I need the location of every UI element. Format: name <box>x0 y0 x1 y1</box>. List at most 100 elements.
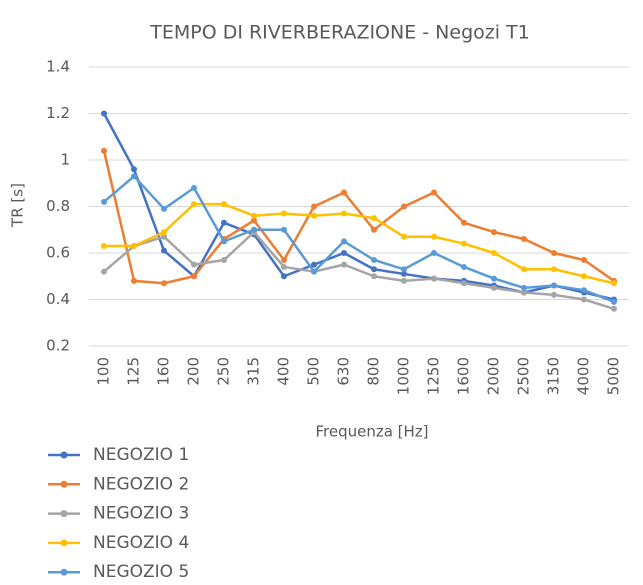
data-point <box>281 256 287 263</box>
x-tick-label: 630 <box>335 357 353 386</box>
y-tick-label: 1.2 <box>46 104 70 122</box>
data-point <box>101 243 107 250</box>
data-point <box>281 226 287 233</box>
data-point <box>311 203 317 210</box>
x-tick-label: 1000 <box>395 357 413 395</box>
data-point <box>491 250 497 256</box>
data-point <box>101 110 107 117</box>
legend-marker <box>60 510 68 518</box>
x-tick-label: 2000 <box>485 357 503 395</box>
series-line <box>104 202 615 285</box>
data-point <box>221 201 227 208</box>
data-point <box>221 238 227 245</box>
data-point <box>461 280 467 287</box>
data-point <box>341 189 347 196</box>
data-point <box>581 296 587 303</box>
data-point <box>401 270 407 277</box>
data-point <box>401 266 407 273</box>
data-point <box>461 219 467 226</box>
y-tick-label: 0.4 <box>46 290 70 308</box>
x-tick-label: 500 <box>305 357 323 386</box>
data-point <box>581 256 587 263</box>
data-point <box>161 205 167 212</box>
series-line <box>103 230 615 310</box>
data-point <box>341 238 347 245</box>
data-point <box>551 266 557 273</box>
y-tick-label: 1.4 <box>46 58 70 76</box>
data-point <box>371 273 377 280</box>
data-point <box>251 217 257 224</box>
data-point <box>461 240 467 247</box>
x-tick-label: 5000 <box>605 357 623 395</box>
data-point <box>521 284 527 291</box>
data-point <box>551 250 557 256</box>
data-point <box>401 203 407 210</box>
series-line <box>102 112 615 301</box>
y-tick-label: 0.2 <box>46 337 70 355</box>
data-point <box>311 212 317 219</box>
x-tick-label: 1600 <box>455 357 473 395</box>
data-point <box>101 198 107 205</box>
data-point <box>101 147 107 154</box>
data-point <box>161 247 167 254</box>
data-point <box>221 219 227 226</box>
x-tick-label: 400 <box>275 357 293 386</box>
legend-marker <box>60 480 68 488</box>
data-point <box>131 173 137 180</box>
data-point <box>431 233 437 240</box>
data-point <box>161 233 167 240</box>
data-point <box>251 212 257 219</box>
data-point <box>191 273 197 280</box>
legend-marker <box>60 451 68 459</box>
data-point <box>491 229 497 236</box>
data-point <box>131 243 137 250</box>
data-point <box>521 266 527 273</box>
x-tick-label: 160 <box>155 357 173 386</box>
legend-label: NEGOZIO 4 <box>93 533 189 553</box>
y-tick-label: 0.6 <box>46 244 70 262</box>
data-point <box>431 250 437 256</box>
data-point <box>371 256 377 263</box>
data-point <box>191 184 197 191</box>
data-point <box>281 210 287 217</box>
x-tick-label: 4000 <box>575 357 593 395</box>
x-tick-label: 800 <box>365 357 383 386</box>
y-tick-label: 0.8 <box>46 197 70 215</box>
data-point <box>371 226 377 233</box>
chart-title: TEMPO DI RIVERBERAZIONE - Negozi T1 <box>149 22 530 44</box>
data-point <box>611 298 617 305</box>
legend-label: NEGOZIO 2 <box>93 474 189 494</box>
data-point <box>461 263 467 270</box>
data-point <box>221 256 227 263</box>
data-point <box>431 189 437 196</box>
data-point <box>401 233 407 240</box>
series-line <box>103 175 615 303</box>
x-tick-label: 100 <box>95 357 113 386</box>
data-point <box>191 261 197 268</box>
x-tick-label: 1250 <box>425 357 443 395</box>
data-point <box>371 215 377 222</box>
data-point <box>611 280 617 287</box>
data-point <box>251 226 257 233</box>
x-tick-label: 315 <box>245 357 263 386</box>
data-point <box>341 261 347 268</box>
x-tick-label: 250 <box>215 357 233 386</box>
series-line <box>102 150 615 285</box>
x-axis-label: Frequenza [Hz] <box>315 423 428 441</box>
data-point <box>191 201 197 208</box>
data-point <box>311 268 317 275</box>
data-point <box>131 277 137 284</box>
y-axis-label: TR [s] <box>9 183 27 228</box>
data-point <box>491 275 497 282</box>
y-tick-label: 1 <box>60 151 70 169</box>
x-tick-label: 200 <box>185 357 203 386</box>
data-point <box>491 284 497 291</box>
data-point <box>341 250 347 256</box>
data-point <box>281 273 287 280</box>
data-point <box>581 287 587 294</box>
data-point <box>371 266 377 273</box>
data-point <box>341 210 347 217</box>
data-point <box>551 282 557 289</box>
data-point <box>521 236 527 243</box>
